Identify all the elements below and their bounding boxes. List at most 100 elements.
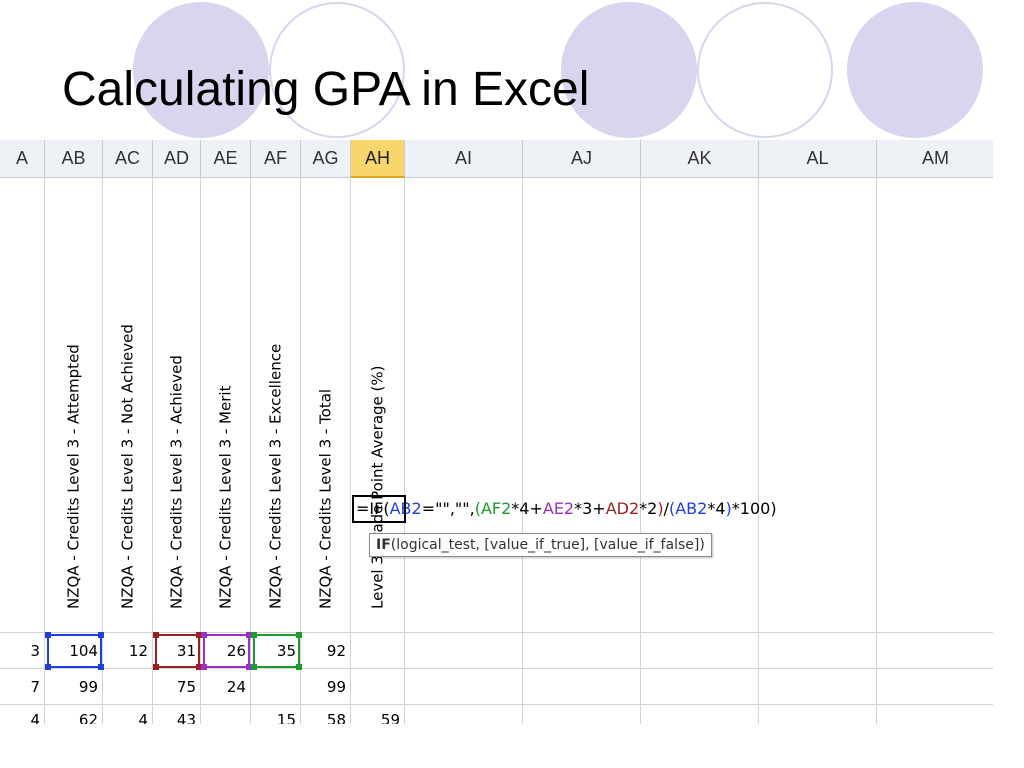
function-tooltip[interactable]: IF(logical_test, [value_if_true], [value… (369, 533, 712, 557)
header-cell-ai[interactable] (405, 178, 523, 633)
reference-handle[interactable] (45, 664, 51, 670)
data-cell-am-3[interactable] (877, 669, 993, 705)
header-cell-ab[interactable]: NZQA - Credits Level 3 - Attempted (45, 178, 103, 633)
header-label: NZQA - Credits Level 3 - Excellence (266, 343, 284, 609)
header-cell-am[interactable] (877, 178, 993, 633)
data-cell-af-3[interactable] (251, 669, 301, 705)
column-header-al[interactable]: AL (759, 140, 877, 178)
data-cell-ad-2[interactable]: 31 (153, 633, 201, 669)
header-cell-ag[interactable]: NZQA - Credits Level 3 - Total (301, 178, 351, 633)
header-cell-ah[interactable]: Level 3 Grade Point Average (%) (351, 178, 405, 633)
header-label: NZQA - Credits Level 3 - Achieved (167, 355, 185, 609)
column-header-ad[interactable]: AD (153, 140, 201, 178)
reference-handle[interactable] (196, 632, 202, 638)
decor-circle-3 (561, 2, 697, 138)
data-cell-ah-4[interactable]: 59 (351, 705, 405, 724)
data-cell-am-4[interactable] (877, 705, 993, 724)
data-cell-ad-4[interactable]: 43 (153, 705, 201, 724)
data-cell-ab-4[interactable]: 62 (45, 705, 103, 724)
data-cell-ai-4[interactable] (405, 705, 523, 724)
formula-token: ( (474, 499, 481, 518)
tooltip-arguments: (logical_test, [value_if_true], [value_i… (390, 537, 705, 553)
formula-token: ) (657, 499, 664, 518)
data-cell-ac-3[interactable] (103, 669, 153, 705)
reference-handle[interactable] (153, 664, 159, 670)
formula-token: *2 (639, 499, 658, 518)
data-cell-ag-4[interactable]: 58 (301, 705, 351, 724)
column-header-ah[interactable]: AH (351, 140, 405, 178)
column-header-ak[interactable]: AK (641, 140, 759, 178)
data-cell-ae-3[interactable]: 24 (201, 669, 251, 705)
reference-handle[interactable] (196, 664, 202, 670)
data-cell-aj-3[interactable] (523, 669, 641, 705)
column-header-a[interactable]: A (0, 140, 45, 178)
data-cell-aj-4[interactable] (523, 705, 641, 724)
reference-handle[interactable] (251, 632, 257, 638)
reference-handle[interactable] (246, 632, 252, 638)
reference-box-ae2 (201, 632, 252, 670)
data-cell-af-2[interactable]: 35 (251, 633, 301, 669)
data-cell-ab-2[interactable]: 104 (45, 633, 103, 669)
data-cell-ai-3[interactable] (405, 669, 523, 705)
formula-token: AD2 (605, 499, 640, 518)
reference-handle[interactable] (296, 632, 302, 638)
data-cell-al-2[interactable] (759, 633, 877, 669)
reference-handle[interactable] (98, 632, 104, 638)
header-cell-ac[interactable]: NZQA - Credits Level 3 - Not Achieved (103, 178, 153, 633)
data-cell-ac-2[interactable]: 12 (103, 633, 153, 669)
reference-handle[interactable] (246, 664, 252, 670)
data-cell-ah-2[interactable] (351, 633, 405, 669)
header-cell-aj[interactable] (523, 178, 641, 633)
column-header-ae[interactable]: AE (201, 140, 251, 178)
data-cell-a-3[interactable]: 7 (0, 669, 45, 705)
decor-circle-4 (697, 2, 833, 138)
formula-in-cell[interactable]: =IF(AB2="","",(AF2*4+AE2*3+AD2*2)/(AB2*4… (356, 497, 777, 521)
header-cell-ae[interactable]: NZQA - Credits Level 3 - Merit (201, 178, 251, 633)
column-header-ag[interactable]: AG (301, 140, 351, 178)
data-cell-ab-3[interactable]: 99 (45, 669, 103, 705)
reference-handle[interactable] (201, 632, 207, 638)
data-cell-ae-4[interactable] (201, 705, 251, 724)
reference-handle[interactable] (251, 664, 257, 670)
column-header-am[interactable]: AM (877, 140, 993, 178)
data-cell-ah-3[interactable] (351, 669, 405, 705)
header-cell-ad[interactable]: NZQA - Credits Level 3 - Achieved (153, 178, 201, 633)
formula-token: AF2 (480, 499, 512, 518)
data-cell-ak-4[interactable] (641, 705, 759, 724)
decor-circle-5 (847, 2, 983, 138)
column-header-aj[interactable]: AJ (523, 140, 641, 178)
reference-handle[interactable] (45, 632, 51, 638)
header-cell-al[interactable] (759, 178, 877, 633)
data-cell-a-2[interactable]: 3 (0, 633, 45, 669)
header-cell-ak[interactable] (641, 178, 759, 633)
formula-token: =IF( (356, 499, 390, 518)
data-cell-ai-2[interactable] (405, 633, 523, 669)
data-cell-a-4[interactable]: 4 (0, 705, 45, 724)
column-header-ac[interactable]: AC (103, 140, 153, 178)
data-cell-ag-2[interactable]: 92 (301, 633, 351, 669)
data-cell-ac-4[interactable]: 4 (103, 705, 153, 724)
reference-handle[interactable] (296, 664, 302, 670)
data-cell-ak-3[interactable] (641, 669, 759, 705)
column-header-ai[interactable]: AI (405, 140, 523, 178)
slide-title: Calculating GPA in Excel (62, 63, 590, 116)
data-cell-af-4[interactable]: 15 (251, 705, 301, 724)
header-cell-a[interactable] (0, 178, 45, 633)
data-cell-am-2[interactable] (877, 633, 993, 669)
data-cell-ae-2[interactable]: 26 (201, 633, 251, 669)
data-cell-ag-3[interactable]: 99 (301, 669, 351, 705)
column-header-ab[interactable]: AB (45, 140, 103, 178)
reference-handle[interactable] (98, 664, 104, 670)
column-header-af[interactable]: AF (251, 140, 301, 178)
data-cell-ad-3[interactable]: 75 (153, 669, 201, 705)
reference-handle[interactable] (153, 632, 159, 638)
reference-handle[interactable] (201, 664, 207, 670)
data-cell-al-4[interactable] (759, 705, 877, 724)
data-cell-aj-2[interactable] (523, 633, 641, 669)
data-cell-ak-2[interactable] (641, 633, 759, 669)
formula-token: / (663, 499, 669, 518)
data-cell-al-3[interactable] (759, 669, 877, 705)
active-cell-ah2[interactable] (352, 495, 406, 523)
header-cell-af[interactable]: NZQA - Credits Level 3 - Excellence (251, 178, 301, 633)
tooltip-function-name[interactable]: IF (376, 537, 391, 553)
